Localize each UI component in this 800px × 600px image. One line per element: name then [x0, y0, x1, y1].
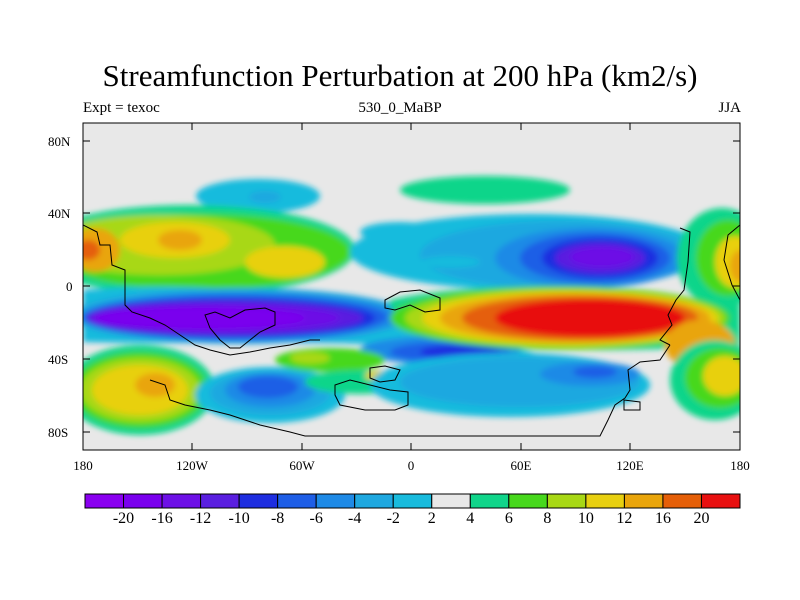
tropical-low-band-west	[83, 286, 560, 372]
colorbar-label: -6	[309, 510, 323, 527]
colorbar-box	[508, 493, 548, 509]
x-tick-120e: 120E	[616, 458, 644, 473]
colorbar-label: -20	[112, 510, 135, 527]
colorbar-label: 6	[504, 510, 513, 527]
colorbar-box	[662, 493, 702, 509]
season-label: JJA	[718, 100, 741, 116]
coast-east-south	[623, 399, 641, 411]
coast-east-asia	[659, 227, 691, 346]
period-label: 530_0_MaBP	[358, 100, 442, 116]
map-title: Streamfunction Perturbation at 200 hPa (…	[102, 58, 698, 93]
x-tick-120w: 120W	[176, 458, 208, 473]
experiment-label: Expt = texoc	[83, 100, 160, 116]
colorbar-box	[431, 493, 471, 509]
colorbar-box	[277, 493, 317, 509]
y-tick-80s: 80S	[48, 425, 69, 440]
landmass-south-a	[149, 344, 671, 437]
colorbar-label: -16	[151, 510, 173, 527]
x-tick-60w: 60W	[289, 458, 315, 473]
landmass-south-c	[369, 365, 401, 383]
nh-upper-high-east	[400, 176, 570, 204]
sh-high-far-east	[670, 340, 740, 420]
colorbar-label: -2	[386, 510, 400, 527]
y-tick-80n: 80N	[48, 134, 71, 149]
continent-west	[83, 224, 320, 356]
island-central	[204, 307, 276, 349]
colorbar-box	[354, 493, 394, 509]
y-tick-0: 0	[66, 279, 73, 294]
colorbar-box	[469, 493, 510, 509]
sh-low-east	[370, 353, 650, 417]
nh-upper-low-west	[196, 179, 320, 213]
colorbar-box	[585, 493, 625, 509]
colorbar-box	[315, 493, 356, 509]
colorbar-label: -12	[189, 510, 212, 527]
colorbar	[84, 493, 741, 509]
colorbar-label: -8	[270, 510, 285, 527]
colorbar-label: -4	[348, 510, 362, 527]
coastlines	[83, 224, 740, 437]
y-tick-40s: 40S	[48, 352, 69, 367]
landmass-south-b	[334, 379, 409, 411]
colorbar-label: 2	[427, 510, 436, 527]
colorbar-box	[200, 493, 240, 509]
x-tick-60e: 60E	[510, 458, 532, 473]
colorbar-box	[84, 493, 125, 509]
x-tick-0: 0	[407, 458, 415, 473]
axis-ticks	[83, 123, 740, 450]
x-tick-180-west: 180	[73, 458, 93, 473]
colorbar-label: 20	[693, 510, 710, 527]
nh-low-east	[350, 214, 710, 290]
colorbar-box	[161, 493, 202, 509]
colorbar-box	[392, 493, 433, 509]
coast-far-east	[723, 224, 740, 301]
nh-high-band-west	[83, 205, 355, 295]
colorbar-label: 12	[616, 510, 633, 527]
colorbar-label: 16	[654, 510, 671, 527]
colorbar-label: 10	[577, 510, 594, 527]
colorbar-box	[123, 493, 163, 509]
colorbar-label: 8	[543, 510, 552, 527]
colorbar-label: 4	[466, 510, 475, 527]
colorbar-label: -10	[228, 510, 250, 527]
y-tick-40n: 40N	[48, 206, 71, 221]
x-tick-180-east: 180	[730, 458, 750, 473]
colorbar-box	[546, 493, 587, 509]
colorbar-box	[700, 493, 741, 509]
colorbar-box	[238, 493, 279, 509]
colorbar-box	[623, 493, 664, 509]
sh-high-west	[83, 345, 215, 435]
nh-high-far-east	[677, 208, 740, 308]
coast-africa-north	[384, 289, 441, 313]
contour-fields	[83, 176, 740, 435]
